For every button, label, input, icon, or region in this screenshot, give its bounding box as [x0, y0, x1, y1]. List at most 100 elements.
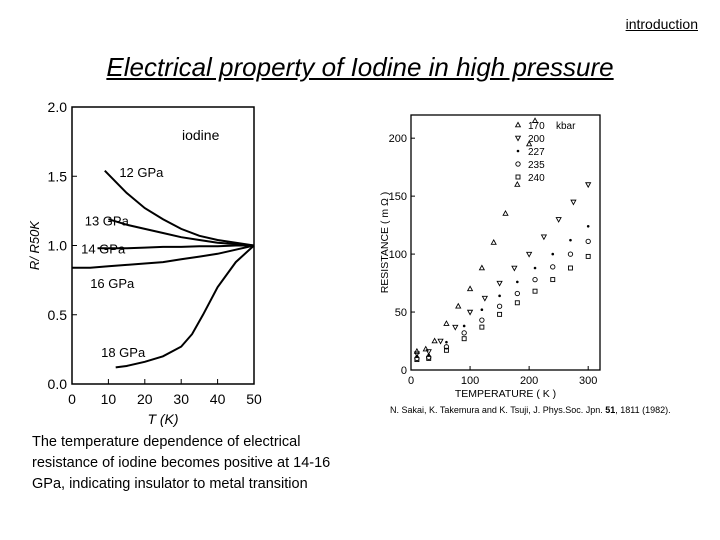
data-point	[461, 330, 467, 336]
legend-label-240: 240	[528, 173, 545, 184]
y-tick-label: 200	[389, 133, 407, 145]
series-line-16-gpa	[72, 244, 255, 269]
data-point	[443, 347, 449, 353]
data-point	[514, 300, 520, 306]
series-line-13-gpa	[108, 218, 255, 247]
data-point	[496, 303, 503, 309]
y-tick-label: 150	[389, 191, 407, 203]
data-point	[568, 265, 573, 271]
y-tick-label: 1.0	[48, 238, 68, 254]
data-point	[497, 311, 503, 317]
series-240	[414, 253, 591, 363]
x-tick-label: 100	[461, 375, 479, 387]
section-label: introduction	[625, 16, 698, 32]
data-point	[532, 276, 538, 283]
legend-label-227: 227	[528, 147, 545, 158]
data-point	[540, 234, 548, 241]
data-point	[514, 121, 522, 128]
data-point	[414, 357, 420, 363]
series-200	[413, 182, 592, 358]
legend-label-170: 170	[528, 121, 545, 132]
data-point	[425, 349, 432, 355]
x-tick-label: 10	[101, 391, 117, 407]
data-point	[443, 320, 450, 326]
series-label-18-gpa: 18 GPa	[101, 345, 146, 360]
legend-label-200: 200	[528, 134, 545, 145]
data-point	[511, 265, 518, 272]
data-point	[437, 338, 444, 345]
data-point	[569, 238, 572, 242]
data-point	[585, 238, 591, 244]
y-tick-label: 2.0	[48, 99, 68, 115]
data-point	[516, 149, 520, 153]
data-point	[422, 345, 429, 352]
series-line-14-gpa	[97, 244, 254, 250]
data-point	[443, 344, 450, 350]
x-tick-label: 200	[520, 375, 538, 387]
data-point	[514, 181, 521, 187]
x-tick-label: 0	[408, 375, 414, 387]
x-tick-label: 0	[68, 391, 76, 407]
series-label-13-gpa: 13 GPa	[85, 214, 130, 229]
chart-resistance-ratio: 0 10 20 30 40 50 0.0 0.5 1.0 1.5 2.0 T (K) R/ R50K io…	[27, 99, 262, 427]
y-tick-label: 1.5	[48, 168, 68, 184]
data-point	[570, 199, 577, 206]
y-axis-label: R/ R50K	[27, 220, 42, 270]
data-point	[516, 280, 519, 284]
data-point	[551, 252, 555, 256]
y-tick-label: 0.5	[48, 307, 68, 323]
citation-volume: 51	[605, 405, 616, 415]
data-point	[479, 324, 485, 330]
y-tick-label: 50	[395, 307, 407, 319]
data-point	[502, 209, 509, 216]
series-line-18-gpa	[115, 244, 255, 369]
x-axis-label: T (K)	[147, 411, 178, 427]
data-point	[461, 336, 467, 342]
data-point	[445, 340, 448, 344]
data-point	[586, 224, 590, 228]
chart-annotation: iodine	[182, 127, 220, 143]
data-point	[413, 347, 421, 354]
citation: N. Sakai, K. Takemura and K. Tsuji, J. P…	[390, 404, 690, 416]
data-point	[426, 355, 432, 361]
data-point	[514, 290, 520, 297]
caption: The temperature dependence of electrical…	[32, 434, 331, 492]
y-axis-label: RESISTANCE ( m Ω )	[379, 192, 391, 294]
data-point	[585, 182, 592, 189]
data-point	[479, 317, 485, 323]
data-point	[455, 302, 462, 309]
x-axis-label: TEMPERATURE ( K )	[455, 388, 556, 400]
legend-unit: kbar	[556, 121, 576, 132]
series-170	[413, 117, 539, 354]
x-tick-label: 300	[579, 375, 597, 387]
series-line-12-gpa	[104, 169, 255, 247]
data-point	[514, 135, 522, 142]
data-point	[462, 324, 466, 328]
slide-title: Electrical property of Iodine in high pr…	[106, 52, 614, 82]
x-tick-label: 20	[137, 391, 153, 407]
data-point	[413, 351, 421, 358]
legend-label-235: 235	[528, 160, 545, 171]
data-point	[515, 174, 521, 180]
x-tick-label: 50	[246, 391, 262, 407]
data-point	[532, 288, 538, 294]
y-tick-label: 0.0	[48, 376, 68, 392]
data-point	[431, 337, 438, 344]
y-tick-label: 0	[401, 365, 407, 377]
data-point	[515, 161, 521, 167]
x-tick-label: 40	[210, 391, 226, 407]
data-point	[550, 264, 556, 270]
series-label-12-gpa: 12 GPa	[119, 165, 164, 180]
data-point	[533, 266, 537, 270]
x-tick-label: 30	[173, 391, 189, 407]
data-point	[452, 324, 459, 331]
data-point	[490, 238, 497, 245]
data-point	[498, 294, 501, 298]
series-label-14-gpa: 14 GPa	[81, 241, 126, 256]
citation-text: N. Sakai, K. Takemura and K. Tsuji, J. P…	[390, 405, 606, 415]
data-point	[496, 280, 503, 287]
data-point	[466, 285, 474, 292]
citation-suffix: , 1811 (1982).	[615, 405, 671, 415]
data-point	[480, 308, 484, 312]
